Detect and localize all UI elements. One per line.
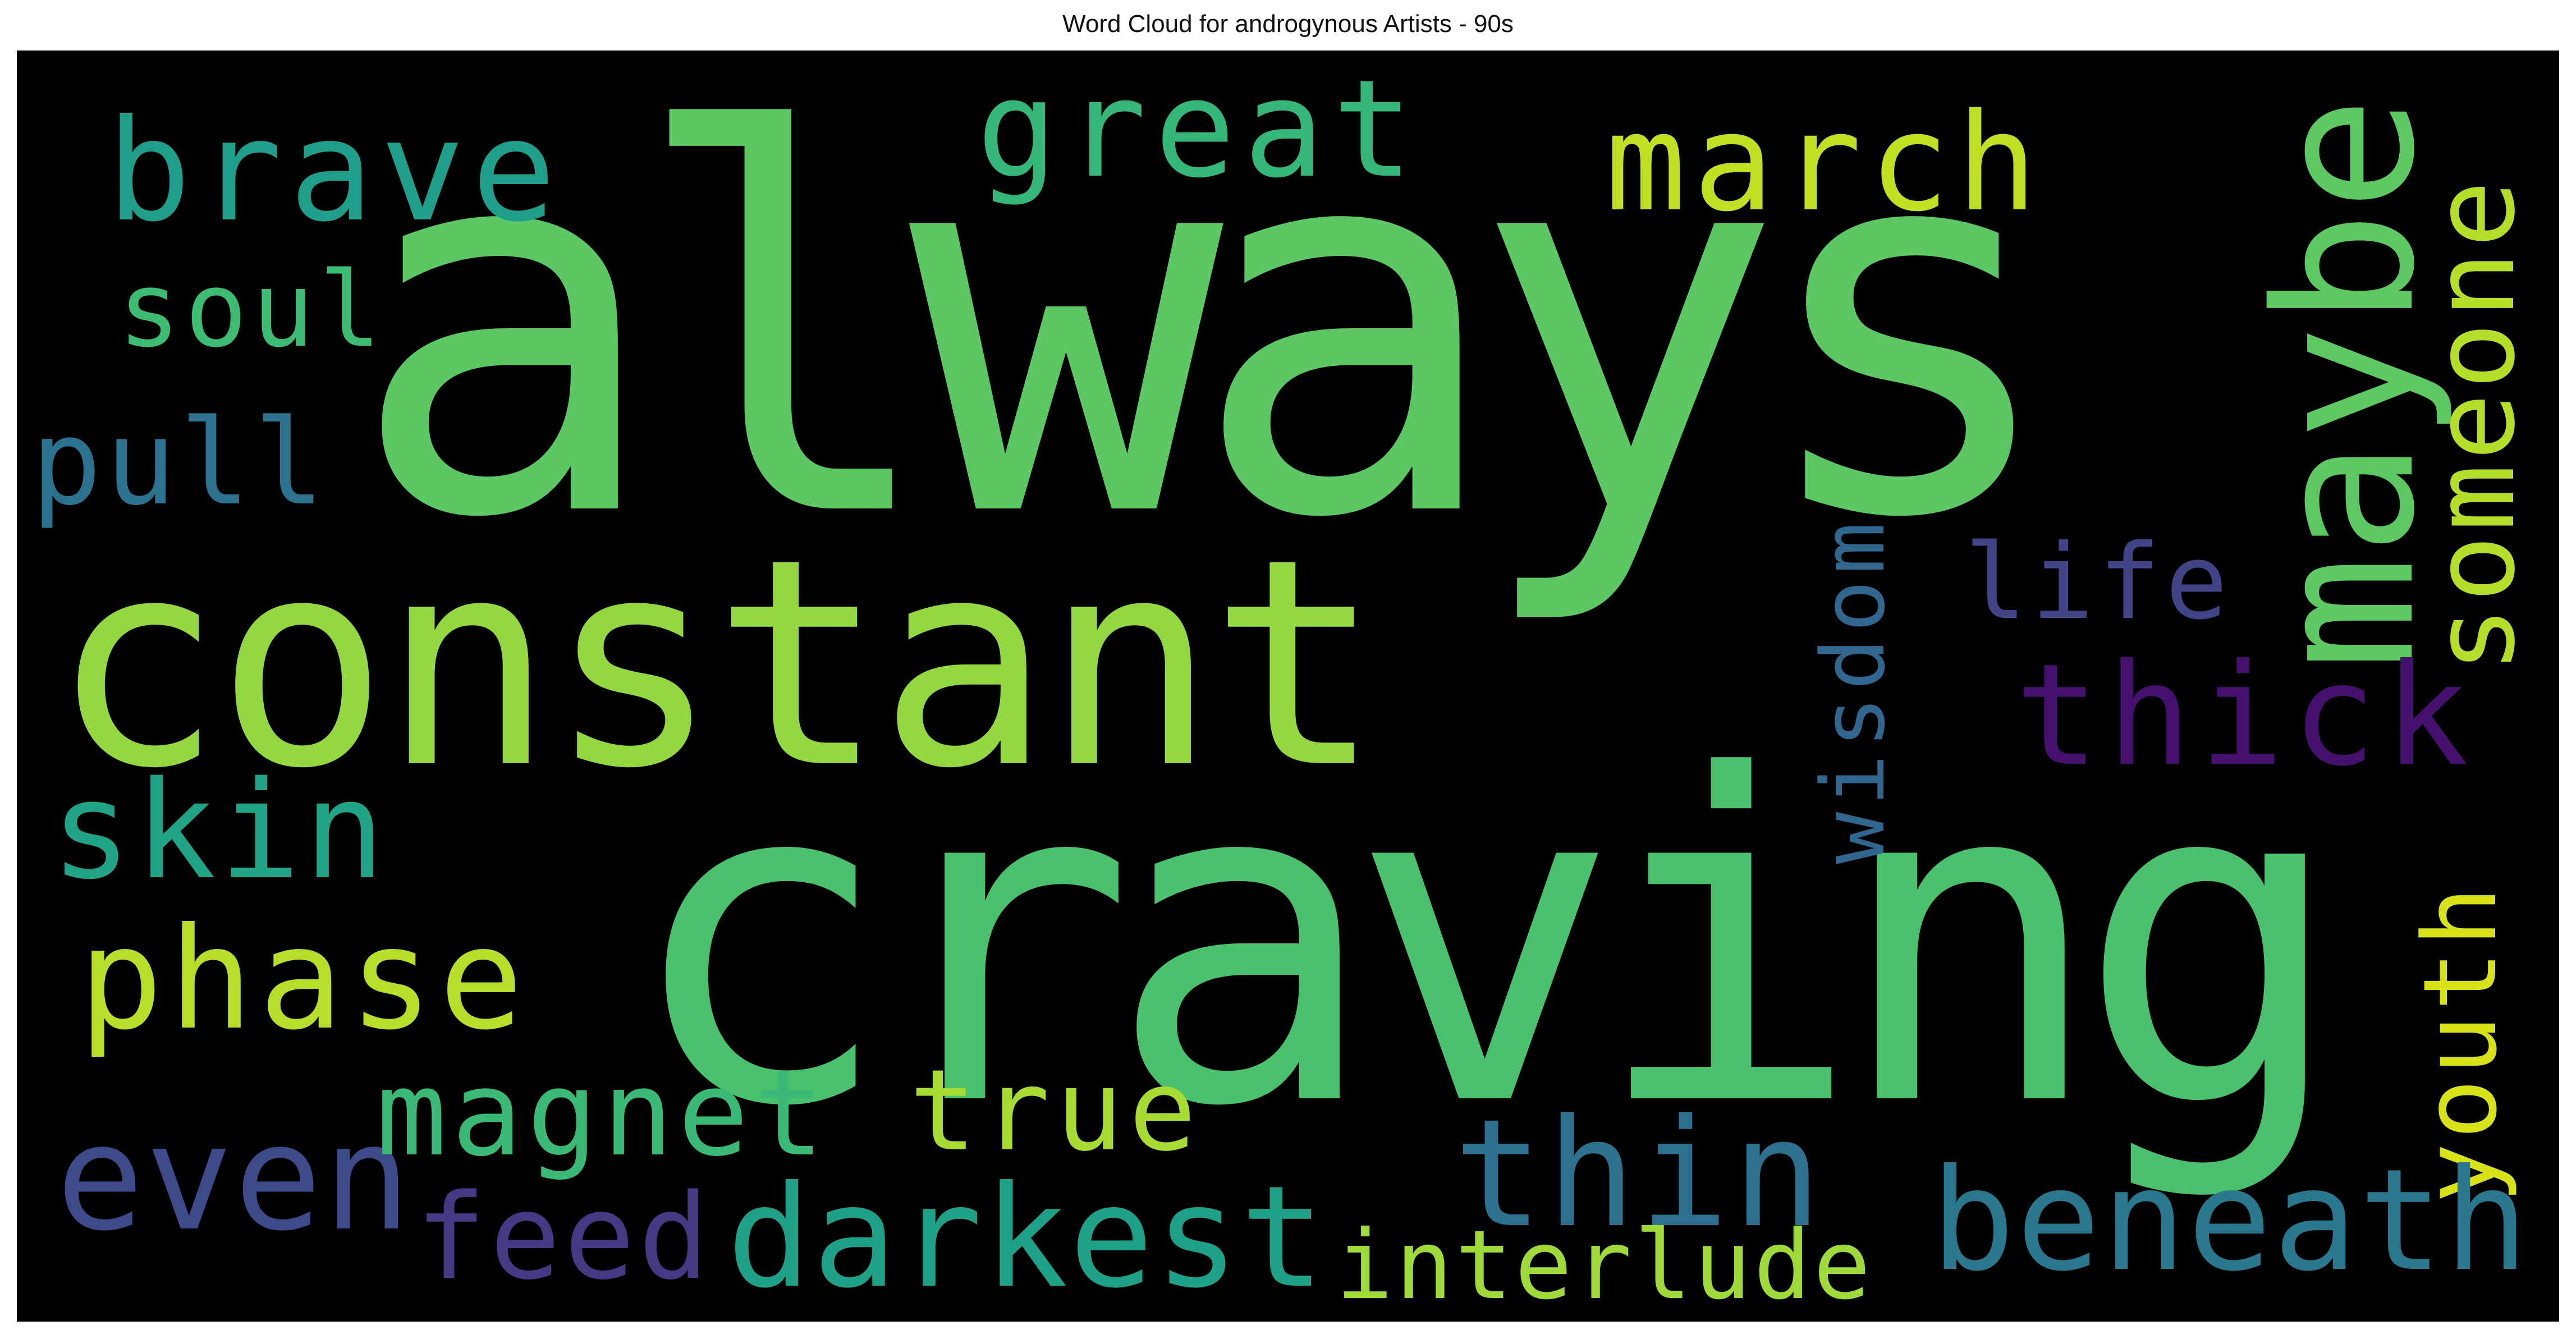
word-feed[interactable]: feed	[415, 1168, 713, 1306]
word-constant: constant	[51, 498, 1382, 831]
word-craving: craving	[623, 681, 2346, 1204]
word-cloud-canvas: always craving constant maybe someone br…	[17, 51, 2559, 1322]
word-thin[interactable]: thin	[1454, 1088, 1826, 1260]
word-phase[interactable]: phase	[79, 897, 529, 1061]
word-darkest[interactable]: darkest	[727, 1155, 1326, 1319]
word-wisdom[interactable]: wisdom	[1803, 516, 1904, 864]
figure-title: Word Cloud for androgynous Artists - 90s	[1062, 10, 1514, 38]
word-great[interactable]: great	[977, 51, 1422, 208]
word-interlude[interactable]: interlude	[1336, 1210, 1873, 1321]
word-true[interactable]: true	[909, 1045, 1202, 1176]
word-always: always	[348, 51, 2065, 632]
word-brave[interactable]: brave	[107, 89, 563, 253]
word-magnet[interactable]: magnet	[376, 1045, 829, 1182]
word-life[interactable]: life	[1964, 521, 2233, 643]
word-pull[interactable]: pull	[31, 394, 328, 531]
word-someone[interactable]: someone	[2409, 177, 2540, 673]
word-thick[interactable]: thick	[2015, 634, 2477, 797]
word-skin[interactable]: skin	[51, 752, 388, 909]
word-march[interactable]: march	[1605, 84, 2045, 241]
word-even[interactable]: even	[56, 1094, 412, 1263]
word-beneath[interactable]: beneath	[1931, 1139, 2530, 1302]
word-soul[interactable]: soul	[118, 249, 386, 370]
